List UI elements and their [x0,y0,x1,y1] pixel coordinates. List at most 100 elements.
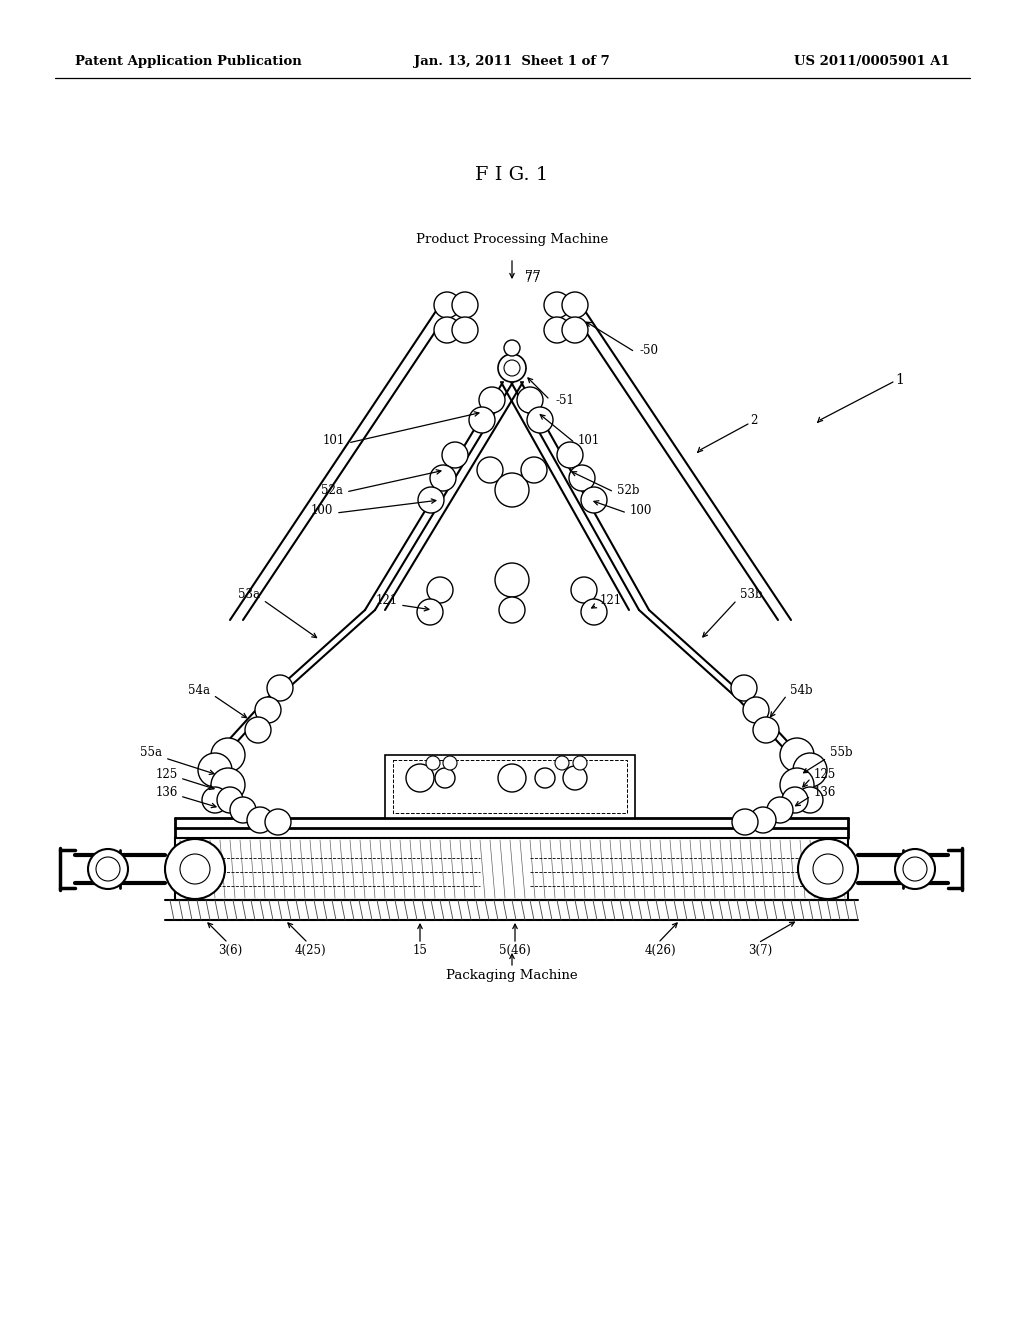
Circle shape [544,292,570,318]
Circle shape [255,697,281,723]
Circle shape [743,697,769,723]
Circle shape [557,442,583,469]
Text: -50: -50 [640,343,659,356]
Circle shape [443,756,457,770]
Circle shape [202,787,228,813]
Circle shape [477,457,503,483]
Circle shape [544,317,570,343]
Circle shape [780,768,814,803]
Circle shape [435,768,455,788]
Circle shape [180,854,210,884]
Circle shape [798,840,858,899]
Circle shape [780,738,814,772]
Text: 1: 1 [895,374,904,387]
Circle shape [797,787,823,813]
Bar [393,760,627,813]
Circle shape [434,292,460,318]
Text: 125: 125 [156,768,178,781]
Text: F I G. 1: F I G. 1 [475,166,549,183]
Text: 121: 121 [600,594,623,606]
Text: -51: -51 [555,393,573,407]
Circle shape [452,317,478,343]
Circle shape [504,360,520,376]
Circle shape [562,292,588,318]
Circle shape [406,764,434,792]
Circle shape [96,857,120,880]
Circle shape [88,849,128,888]
Circle shape [247,807,273,833]
Circle shape [569,465,595,491]
Circle shape [430,465,456,491]
Text: Patent Application Publication: Patent Application Publication [75,55,302,69]
Circle shape [499,597,525,623]
Text: 4(25): 4(25) [294,944,326,957]
Circle shape [498,764,526,792]
Text: 100: 100 [310,503,333,516]
Circle shape [793,752,827,787]
Circle shape [895,849,935,888]
Circle shape [581,599,607,624]
Text: 136: 136 [156,787,178,800]
Circle shape [555,756,569,770]
Bar [175,838,848,900]
Text: Jan. 13, 2011  Sheet 1 of 7: Jan. 13, 2011 Sheet 1 of 7 [414,55,610,69]
Circle shape [479,387,505,413]
Text: 136: 136 [814,787,837,800]
Circle shape [426,756,440,770]
Text: 53a: 53a [238,589,260,602]
Circle shape [732,809,758,836]
Text: 100: 100 [630,503,652,516]
Circle shape [211,738,245,772]
Text: 101: 101 [578,433,600,446]
Text: 3(7): 3(7) [748,944,772,957]
Circle shape [517,387,543,413]
Circle shape [245,717,271,743]
Circle shape [527,407,553,433]
Text: 15: 15 [413,944,427,957]
Bar [385,755,635,818]
Circle shape [267,675,293,701]
Text: 54a: 54a [188,684,210,697]
Circle shape [581,487,607,513]
Text: Product Processing Machine: Product Processing Machine [416,234,608,247]
Circle shape [265,809,291,836]
Text: 5(46): 5(46) [499,944,530,957]
Text: 125: 125 [814,768,837,781]
Text: 121: 121 [376,594,398,606]
Circle shape [418,487,444,513]
Circle shape [573,756,587,770]
Text: 52a: 52a [322,483,343,496]
Circle shape [767,797,793,822]
Text: 55a: 55a [140,746,162,759]
Text: Packaging Machine: Packaging Machine [446,969,578,982]
Circle shape [813,854,843,884]
Circle shape [521,457,547,483]
Text: 77: 77 [525,272,540,285]
Text: US 2011/0005901 A1: US 2011/0005901 A1 [795,55,950,69]
Text: 54b: 54b [790,684,813,697]
Circle shape [750,807,776,833]
Circle shape [571,577,597,603]
Text: 3(6): 3(6) [218,944,242,957]
Circle shape [442,442,468,469]
Circle shape [495,473,529,507]
Circle shape [498,354,526,381]
Circle shape [217,787,243,813]
Circle shape [535,768,555,788]
Circle shape [495,564,529,597]
Circle shape [563,766,587,789]
Circle shape [903,857,927,880]
Text: 53b: 53b [740,589,763,602]
Circle shape [504,341,520,356]
Text: 4(26): 4(26) [644,944,676,957]
Circle shape [427,577,453,603]
Text: 101: 101 [323,433,345,446]
Circle shape [230,797,256,822]
Circle shape [469,407,495,433]
Circle shape [198,752,232,787]
Circle shape [165,840,225,899]
Circle shape [211,768,245,803]
Circle shape [417,599,443,624]
Circle shape [731,675,757,701]
Circle shape [753,717,779,743]
